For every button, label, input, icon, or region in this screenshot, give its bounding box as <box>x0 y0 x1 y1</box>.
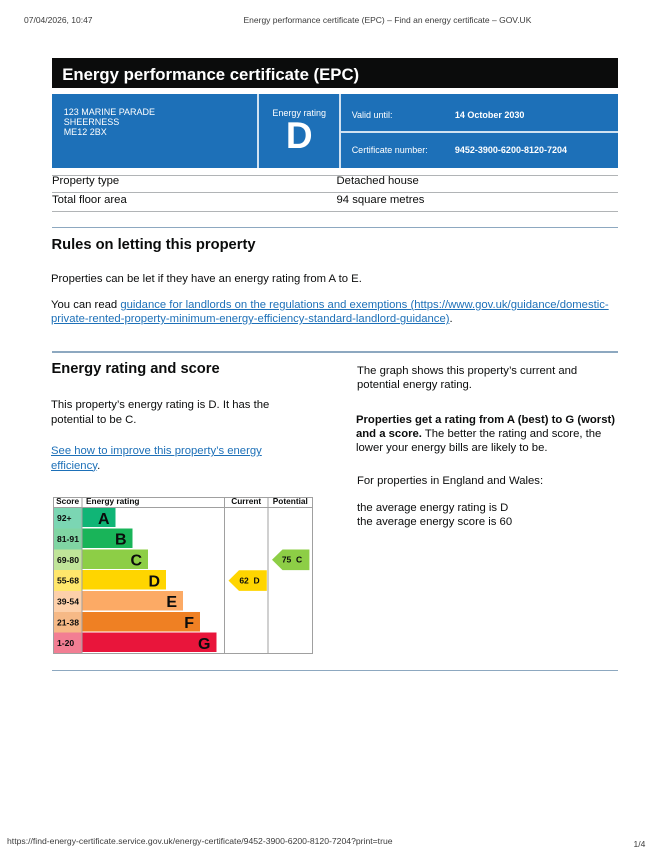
svg-text:D: D <box>148 573 160 590</box>
svg-text:69-80: 69-80 <box>57 554 79 564</box>
svg-text:B: B <box>115 531 127 548</box>
svg-text:Current: Current <box>231 497 261 506</box>
svg-text:G: G <box>198 635 210 652</box>
svg-text:21-38: 21-38 <box>57 617 79 627</box>
svg-text:55-68: 55-68 <box>57 575 79 585</box>
svg-text:1-20: 1-20 <box>57 638 74 648</box>
svg-text:92+: 92+ <box>57 513 72 523</box>
svg-text:E: E <box>166 594 177 611</box>
svg-text:A: A <box>98 510 110 527</box>
svg-text:81-91: 81-91 <box>57 533 79 543</box>
svg-text:62 D: 62 D <box>239 575 259 585</box>
svg-text:Score: Score <box>56 497 79 506</box>
svg-text:Energy rating: Energy rating <box>86 497 139 506</box>
svg-text:39-54: 39-54 <box>57 596 79 606</box>
svg-text:C: C <box>130 552 142 569</box>
svg-text:Potential: Potential <box>273 497 308 506</box>
svg-text:F: F <box>184 615 194 632</box>
svg-text:75 C: 75 C <box>282 554 302 564</box>
